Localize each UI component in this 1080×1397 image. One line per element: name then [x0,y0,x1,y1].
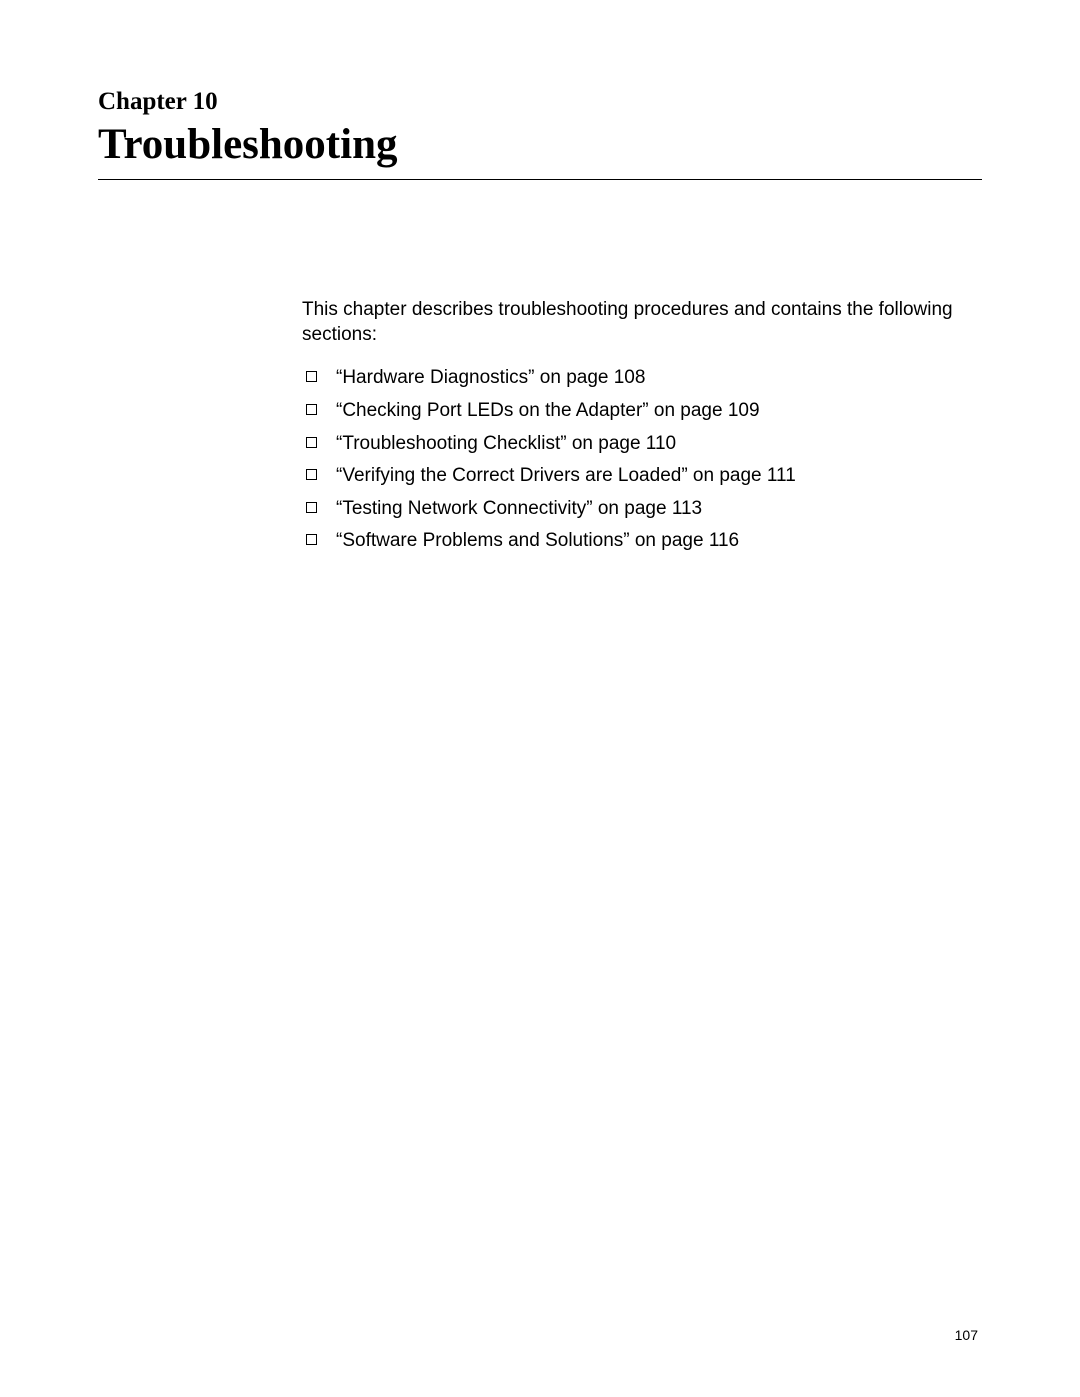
section-link-text: “Verifying the Correct Drivers are Loade… [336,463,796,490]
list-item: “Troubleshooting Checklist” on page 110 [302,431,982,458]
section-link-text: “Troubleshooting Checklist” on page 110 [336,431,676,458]
chapter-label: Chapter 10 [98,88,982,116]
checkbox-bullet-icon [306,534,317,545]
section-link-text: “Checking Port LEDs on the Adapter” on p… [336,398,760,425]
intro-text: This chapter describes troubleshooting p… [302,298,982,347]
checkbox-bullet-icon [306,371,317,382]
list-item: “Testing Network Connectivity” on page 1… [302,496,982,523]
section-link-text: “Hardware Diagnostics” on page 108 [336,365,645,392]
checkbox-bullet-icon [306,404,317,415]
document-page: Chapter 10 Troubleshooting This chapter … [0,0,1080,555]
section-link-text: “Software Problems and Solutions” on pag… [336,528,739,555]
list-item: “Checking Port LEDs on the Adapter” on p… [302,398,982,425]
checkbox-bullet-icon [306,502,317,513]
section-link-text: “Testing Network Connectivity” on page 1… [336,496,702,523]
section-list: “Hardware Diagnostics” on page 108 “Chec… [302,365,982,555]
list-item: “Verifying the Correct Drivers are Loade… [302,463,982,490]
intro-block: This chapter describes troubleshooting p… [302,298,982,555]
checkbox-bullet-icon [306,469,317,480]
list-item: “Hardware Diagnostics” on page 108 [302,365,982,392]
list-item: “Software Problems and Solutions” on pag… [302,528,982,555]
page-number: 107 [955,1327,978,1343]
checkbox-bullet-icon [306,437,317,448]
chapter-title: Troubleshooting [98,120,982,180]
